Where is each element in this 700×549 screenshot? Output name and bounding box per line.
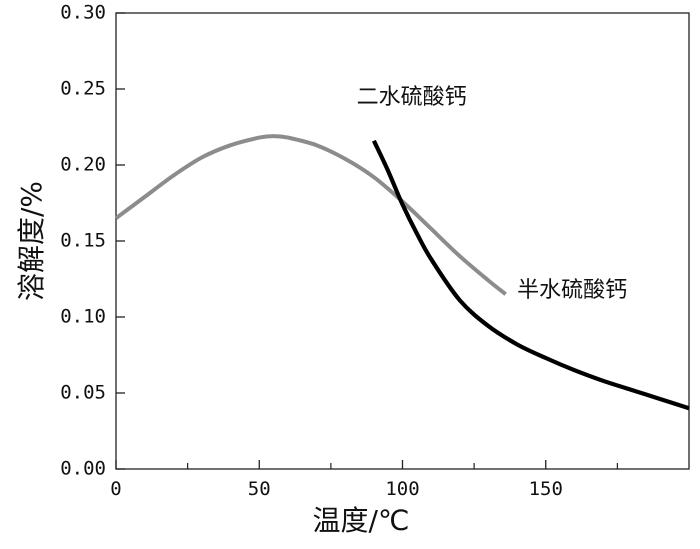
series-annotation: 半水硫酸钙 [517, 278, 627, 303]
y-tick-label: 0.00 [60, 458, 106, 480]
y-tick-label: 0.30 [60, 2, 106, 24]
plot-frame [115, 12, 690, 470]
y-tick-label: 0.25 [60, 78, 106, 100]
x-tick-label: 0 [110, 478, 121, 500]
x-tick-label: 100 [385, 478, 419, 500]
y-axis-title: 溶解度/% [15, 181, 48, 301]
y-tick-label: 0.20 [60, 154, 106, 176]
series-line-dihydrate [114, 134, 507, 296]
x-tick-label: 50 [248, 478, 271, 500]
x-tick-label: 150 [529, 478, 563, 500]
x-axis-title: 温度/℃ [313, 504, 410, 537]
y-tick-label: 0.15 [60, 230, 106, 252]
series-annotation: 二水硫酸钙 [357, 85, 467, 110]
series-line-hemihydrate [371, 139, 690, 411]
y-tick-label: 0.05 [60, 382, 106, 404]
y-tick-label: 0.10 [60, 306, 106, 328]
